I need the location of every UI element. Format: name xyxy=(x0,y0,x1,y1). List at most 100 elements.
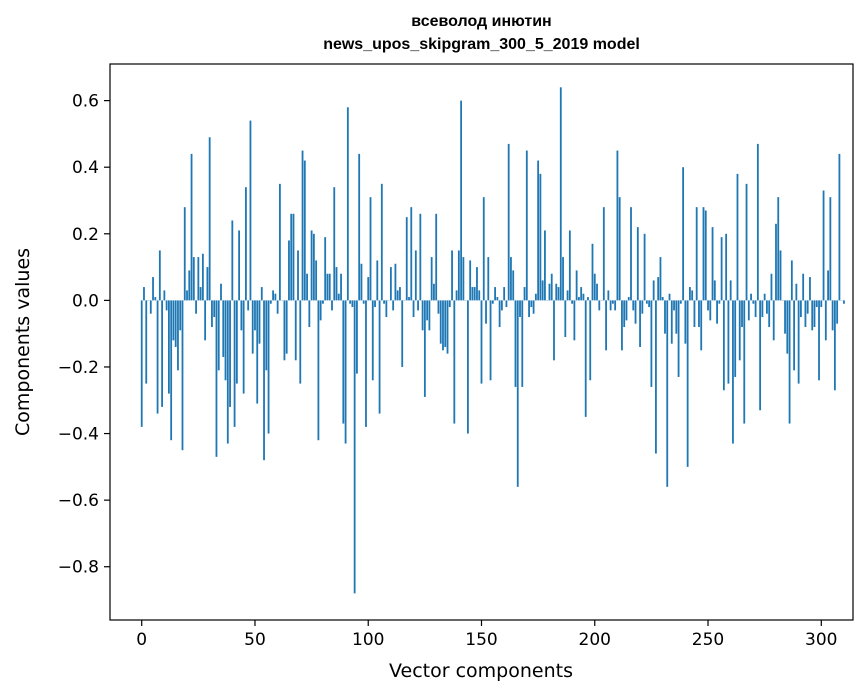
bar-51 xyxy=(256,300,259,404)
bar-208 xyxy=(611,300,614,304)
bar-138 xyxy=(453,300,456,424)
bar-20 xyxy=(186,290,188,301)
bar-72 xyxy=(303,160,306,301)
bar-162 xyxy=(507,143,510,301)
bar-111 xyxy=(392,300,395,311)
y-tick-label-7: 0.6 xyxy=(72,92,99,112)
bar-217 xyxy=(632,300,635,311)
bar-259 xyxy=(727,300,730,384)
bar-270 xyxy=(752,300,755,304)
bar-147 xyxy=(473,287,476,301)
bar-188 xyxy=(566,290,569,301)
bar-236 xyxy=(675,300,678,334)
bar-11 xyxy=(165,300,168,311)
bar-81 xyxy=(324,237,327,301)
bar-152 xyxy=(485,300,487,324)
bar-260 xyxy=(729,280,732,301)
bar-158 xyxy=(498,300,501,328)
bar-254 xyxy=(716,300,718,324)
bar-18 xyxy=(181,300,184,451)
bar-120 xyxy=(412,300,415,318)
bar-281 xyxy=(777,197,780,301)
bar-122 xyxy=(417,300,419,311)
bar-206 xyxy=(607,290,610,301)
bar-136 xyxy=(448,300,451,308)
bar-79 xyxy=(319,300,322,321)
bar-37 xyxy=(224,300,227,381)
bar-200 xyxy=(593,273,596,301)
bar-64 xyxy=(285,300,288,354)
bar-174 xyxy=(534,293,537,301)
bar-308 xyxy=(838,153,841,301)
bar-50 xyxy=(254,300,256,331)
bar-100 xyxy=(367,277,370,301)
bar-248 xyxy=(702,207,705,301)
bar-140 xyxy=(457,250,460,301)
bar-211 xyxy=(618,197,621,301)
bar-17 xyxy=(179,300,182,331)
bar-202 xyxy=(598,300,601,311)
bar-280 xyxy=(775,223,777,301)
bar-135 xyxy=(446,300,449,354)
bar-184 xyxy=(557,287,560,301)
bar-61 xyxy=(278,183,281,301)
bar-153 xyxy=(487,257,490,301)
bar-157 xyxy=(496,297,499,301)
bar-106 xyxy=(380,183,383,301)
bar-73 xyxy=(306,273,308,301)
bar-267 xyxy=(745,183,748,301)
bar-110 xyxy=(389,267,392,301)
bar-121 xyxy=(414,250,417,301)
bar-195 xyxy=(582,293,585,301)
bar-252 xyxy=(711,227,714,301)
bar-141 xyxy=(460,100,463,301)
bar-214 xyxy=(625,300,628,321)
y-tick-label-1: −0.6 xyxy=(58,491,99,511)
bar-99 xyxy=(365,300,367,427)
bar-45 xyxy=(242,300,245,394)
bar-15 xyxy=(174,300,177,347)
bar-229 xyxy=(659,257,662,301)
bar-13 xyxy=(170,300,173,441)
bar-6 xyxy=(154,297,157,301)
bar-30 xyxy=(208,137,211,301)
y-tick-label-6: 0.4 xyxy=(72,158,99,178)
bar-92 xyxy=(349,300,352,304)
bar-115 xyxy=(401,300,404,367)
bar-164 xyxy=(512,270,515,301)
bar-223 xyxy=(645,300,648,304)
bar-262 xyxy=(734,300,737,377)
bar-292 xyxy=(802,273,805,301)
bar-21 xyxy=(188,270,191,301)
bar-57 xyxy=(269,300,272,304)
bar-199 xyxy=(591,243,594,301)
bar-154 xyxy=(489,300,492,381)
bar-275 xyxy=(763,293,766,301)
bar-185 xyxy=(559,87,562,301)
bar-83 xyxy=(328,273,331,301)
bar-245 xyxy=(695,207,698,301)
bar-243 xyxy=(691,290,694,301)
bar-117 xyxy=(405,217,408,301)
bar-84 xyxy=(331,300,333,311)
bar-294 xyxy=(806,300,809,314)
bar-271 xyxy=(754,300,757,318)
bar-251 xyxy=(709,300,712,321)
bar-26 xyxy=(199,287,202,301)
bar-291 xyxy=(799,300,802,318)
bar-166 xyxy=(516,300,519,487)
bar-232 xyxy=(666,300,669,487)
bar-216 xyxy=(630,207,632,301)
bar-219 xyxy=(636,227,639,301)
bar-156 xyxy=(494,287,496,301)
bar-249 xyxy=(704,210,707,301)
bar-293 xyxy=(804,300,807,328)
bar-190 xyxy=(571,300,574,304)
bar-171 xyxy=(528,300,530,318)
bar-290 xyxy=(797,300,800,384)
bar-305 xyxy=(831,300,834,331)
bar-131 xyxy=(437,300,440,314)
bar-272 xyxy=(756,143,759,301)
bar-303 xyxy=(827,270,829,301)
bar-161 xyxy=(505,300,508,308)
